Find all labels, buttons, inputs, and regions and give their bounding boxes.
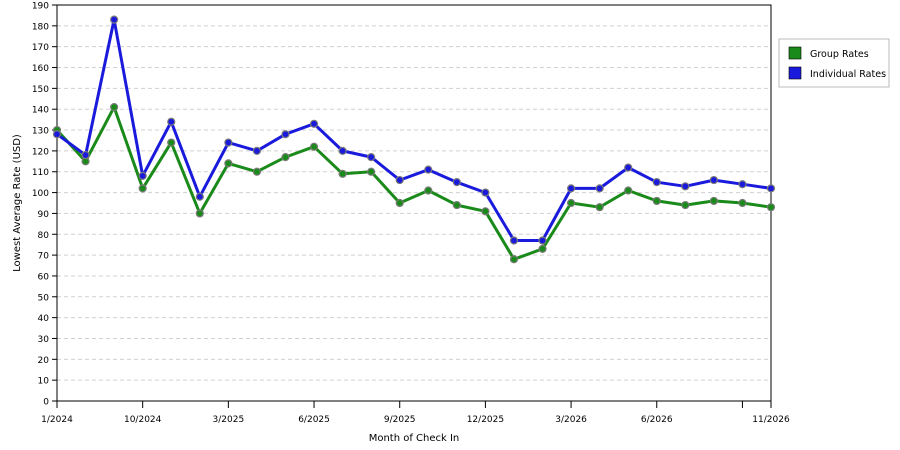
data-point-group-rates[interactable] — [195, 209, 204, 218]
y-tick-label: 180 — [32, 22, 49, 32]
legend-label-group-rates: Group Rates — [810, 49, 869, 60]
y-tick-label: 120 — [32, 147, 49, 157]
data-point-individual-rates[interactable] — [195, 192, 204, 201]
data-point-group-rates[interactable] — [595, 203, 604, 212]
plot-area-border — [56, 4, 772, 402]
x-tick-label: 1/2024 — [41, 415, 73, 425]
data-point-group-rates[interactable] — [338, 169, 347, 178]
data-point-individual-rates[interactable] — [167, 117, 176, 126]
y-axis: 0 10 20 30 40 50 60 70 80 90 100 110 120 130 140 150 160… — [32, 2, 57, 408]
data-point-group-rates[interactable] — [738, 198, 747, 208]
y-tick-label: 0 — [43, 398, 49, 408]
data-point-individual-rates[interactable] — [367, 153, 376, 162]
y-tick-label: 60 — [38, 272, 50, 282]
y-tick-label: 170 — [32, 43, 49, 53]
data-point-group-rates[interactable] — [167, 138, 176, 147]
y-tick-label: 160 — [32, 64, 49, 74]
data-point-individual-rates[interactable] — [481, 188, 490, 197]
x-axis: 1/2024 10/2024 3/2025 6/2025 9/2025 12/2025 3/… — [41, 401, 790, 425]
data-point-individual-rates[interactable] — [595, 184, 604, 193]
data-point-individual-rates[interactable] — [452, 178, 461, 187]
data-point-group-rates[interactable] — [481, 207, 490, 216]
y-tick-label: 110 — [32, 168, 49, 178]
data-point-group-rates[interactable] — [367, 167, 376, 176]
data-point-individual-rates[interactable] — [424, 165, 433, 174]
data-point-individual-rates[interactable] — [566, 184, 576, 193]
data-point-individual-rates[interactable] — [281, 130, 290, 139]
legend-swatch-individual-rates — [788, 66, 802, 80]
data-point-group-rates[interactable] — [224, 159, 233, 168]
x-axis-title: Month of Check In — [369, 433, 460, 444]
y-tick-label: 150 — [32, 85, 49, 95]
data-point-individual-rates[interactable] — [52, 130, 62, 139]
y-tick-label: 50 — [38, 293, 50, 303]
data-point-group-rates[interactable] — [766, 203, 776, 212]
y-tick-label: 190 — [32, 2, 49, 12]
data-point-group-rates[interactable] — [452, 200, 461, 210]
x-tick-label: 9/2025 — [384, 415, 416, 425]
data-point-group-rates[interactable] — [509, 255, 519, 264]
series-line-individual-rates — [56, 18, 772, 242]
data-point-individual-rates[interactable] — [709, 175, 718, 185]
y-tick-label: 140 — [32, 106, 49, 116]
gridlines — [57, 25, 771, 381]
y-tick-label: 90 — [38, 210, 50, 220]
series-group — [52, 15, 776, 264]
y-tick-label: 70 — [38, 252, 50, 262]
data-point-individual-rates[interactable] — [652, 178, 661, 187]
data-point-group-rates[interactable] — [652, 196, 661, 206]
data-point-group-rates[interactable] — [681, 200, 690, 210]
data-point-group-rates[interactable] — [424, 186, 433, 195]
y-axis-title: Lowest Average Rate (USD) — [12, 134, 23, 272]
x-tick-label: 10/2024 — [124, 415, 162, 425]
data-point-individual-rates[interactable] — [738, 180, 747, 189]
data-point-individual-rates[interactable] — [252, 146, 262, 155]
data-point-individual-rates[interactable] — [395, 175, 404, 185]
data-point-group-rates[interactable] — [538, 244, 547, 253]
x-tick-label: 6/2025 — [298, 415, 330, 425]
data-point-individual-rates[interactable] — [81, 150, 90, 160]
series-line-group-rates — [55, 105, 772, 261]
y-tick-label: 130 — [32, 127, 49, 137]
data-point-group-rates[interactable] — [395, 198, 404, 208]
data-point-individual-rates[interactable] — [138, 171, 147, 181]
data-point-group-rates[interactable] — [281, 153, 290, 162]
x-tick-label: 11/2026 — [752, 415, 790, 425]
y-tick-label: 40 — [38, 314, 50, 324]
x-tick-label: 6/2026 — [641, 415, 673, 425]
data-point-group-rates[interactable] — [309, 142, 319, 151]
data-point-individual-rates[interactable] — [110, 15, 119, 24]
y-tick-label: 20 — [38, 356, 50, 366]
x-tick-label: 3/2025 — [213, 415, 245, 425]
legend-label-individual-rates: Individual Rates — [810, 69, 886, 80]
data-point-group-rates[interactable] — [138, 184, 147, 193]
data-point-individual-rates[interactable] — [681, 182, 690, 191]
data-point-individual-rates[interactable] — [338, 146, 347, 155]
x-tick-label: 12/2025 — [467, 415, 504, 425]
data-point-individual-rates[interactable] — [538, 236, 547, 245]
x-tick-label: 3/2026 — [555, 415, 587, 425]
data-point-individual-rates[interactable] — [309, 119, 319, 128]
data-point-group-rates[interactable] — [566, 198, 576, 208]
data-point-individual-rates[interactable] — [624, 163, 633, 172]
data-point-individual-rates[interactable] — [766, 184, 776, 193]
data-point-individual-rates[interactable] — [224, 138, 233, 147]
data-point-group-rates[interactable] — [709, 196, 718, 206]
legend-swatch-group-rates — [788, 46, 802, 60]
y-tick-label: 30 — [38, 335, 50, 345]
legend: Group Rates Individual Rates — [778, 38, 890, 88]
y-tick-label: 80 — [38, 231, 50, 241]
data-point-group-rates[interactable] — [110, 103, 119, 112]
data-point-individual-rates[interactable] — [509, 236, 519, 245]
y-tick-label: 10 — [38, 377, 50, 387]
y-tick-label: 100 — [32, 189, 49, 199]
data-point-group-rates[interactable] — [252, 167, 262, 176]
data-point-group-rates[interactable] — [624, 186, 633, 195]
